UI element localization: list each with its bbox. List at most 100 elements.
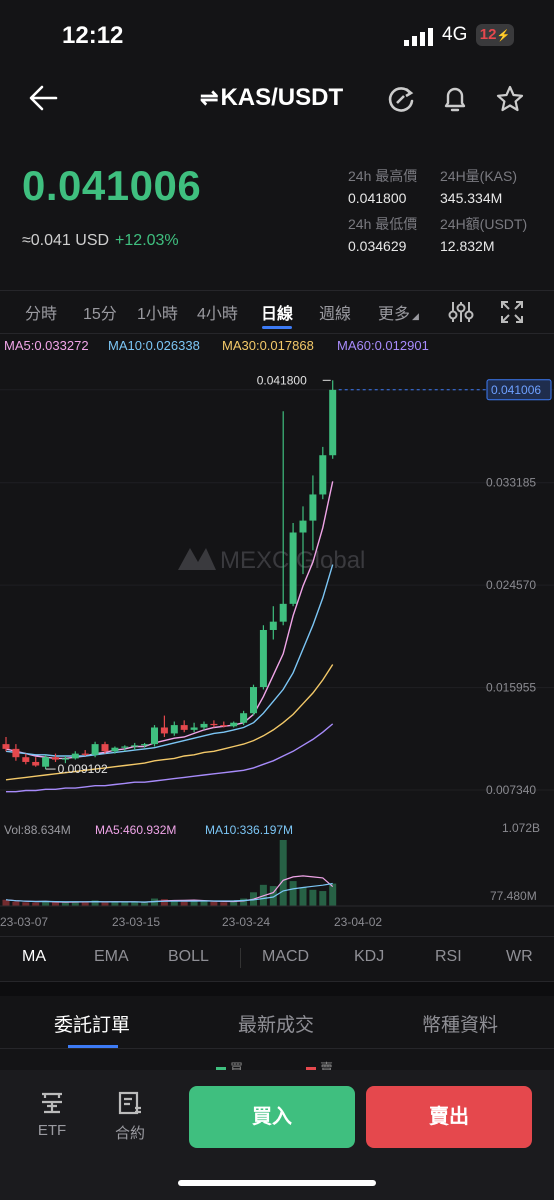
candle-body [32, 761, 40, 766]
ma10-legend: MA10:0.026338 [108, 338, 200, 353]
volume-bar [200, 901, 208, 906]
candle-body [200, 723, 208, 728]
volume-axis-max: 1.072B [502, 821, 540, 835]
candle-body [279, 603, 287, 622]
tab-more[interactable]: 更多 ◢ [378, 300, 419, 324]
volume-bar [61, 902, 69, 906]
volume-bar [111, 902, 119, 906]
pair-label: KAS/USDT [220, 84, 344, 111]
date-label: 23-03-24 [222, 915, 270, 929]
volume-bar [32, 902, 40, 906]
contract-button[interactable]: 合約 [100, 1090, 160, 1143]
status-time: 12:12 [62, 22, 124, 49]
volume-bar [121, 902, 129, 906]
date-label: 23-03-07 [0, 915, 48, 929]
tab-daily[interactable]: 日線 [261, 306, 294, 323]
price-axis-label: 0.015955 [486, 681, 536, 695]
indicator-tabs [0, 936, 554, 982]
section-gap [0, 982, 554, 996]
high-value: 0.041800 [348, 190, 407, 206]
volume-bar [170, 900, 178, 906]
volume-ma5-legend: MA5:460.932M [95, 823, 176, 837]
tab-ma[interactable]: MA [22, 948, 46, 965]
volume-bar [101, 902, 109, 906]
last-price: 0.041006 [22, 162, 202, 209]
tab-weekly[interactable]: 週線 [319, 306, 352, 323]
ma30-legend: MA30:0.017868 [222, 338, 314, 353]
volume-bar [52, 902, 59, 906]
volume-bar [151, 898, 158, 906]
volume-bar [180, 901, 188, 906]
amount-label: 24H額(USDT) [440, 216, 528, 232]
sell-button[interactable]: 賣出 [366, 1086, 532, 1148]
volume-bar [71, 901, 79, 906]
tab-4h[interactable]: 4小時 [197, 306, 238, 323]
candle-body [91, 744, 99, 755]
tab-ema[interactable]: EMA [94, 948, 129, 965]
tab-kdj[interactable]: KDJ [354, 948, 385, 965]
volume-bar [299, 887, 307, 906]
price-change: +12.03% [115, 232, 179, 249]
timeframe-tabs [0, 290, 554, 334]
ma5-line [5, 481, 334, 760]
fullscreen-icon[interactable] [500, 300, 524, 324]
tab-latest-trades[interactable]: 最新成交 [238, 1015, 315, 1036]
candle-body [81, 753, 89, 755]
ma60-legend: MA60:0.012901 [337, 338, 429, 353]
price-usd: ≈0.041 USD +12.03% [22, 232, 179, 250]
tab-timeshare[interactable]: 分時 [25, 306, 58, 323]
volume-bar [190, 901, 198, 906]
amount-value: 12.832M [440, 238, 495, 254]
bell-icon[interactable] [440, 84, 470, 114]
candle-body [61, 758, 69, 760]
volume-bar [12, 901, 20, 906]
tab-wr[interactable]: WR [506, 948, 533, 965]
candle-body [230, 722, 238, 727]
volume-bar [91, 900, 99, 906]
candle-body [240, 713, 248, 723]
contract-icon [118, 1091, 141, 1115]
volume-ma10-legend: MA10:336.197M [205, 823, 293, 837]
volume-bar [289, 881, 297, 906]
order-tabs [0, 996, 554, 1049]
volume-value: 345.334M [440, 190, 503, 206]
back-arrow-icon[interactable] [28, 84, 58, 112]
current-price-label: 0.041006 [491, 383, 541, 397]
etf-icon [42, 1092, 62, 1114]
candle-body [259, 629, 267, 688]
volume-bar [329, 883, 337, 906]
volume-label: 24H量(KAS) [440, 168, 518, 184]
volume-bar [22, 902, 30, 906]
tab-rsi[interactable]: RSI [435, 948, 462, 965]
ma30-line [5, 664, 334, 781]
battery-icon: 12⚡ [476, 24, 514, 46]
tab-boll[interactable]: BOLL [168, 948, 209, 965]
candle-body [151, 727, 158, 745]
candlestick-chart[interactable]: MEXC Global0.0418000.0091020.0410060.033… [0, 355, 554, 935]
date-label: 23-03-15 [112, 915, 160, 929]
tab-1h[interactable]: 1小時 [137, 306, 178, 323]
divider [240, 948, 241, 968]
volume-bar [210, 901, 218, 906]
tab-coin-info[interactable]: 幣種資料 [422, 1015, 499, 1036]
tab-macd[interactable]: MACD [262, 948, 310, 965]
candle-body [289, 532, 297, 604]
trading-pair-title[interactable]: ⇌KAS/USDT [200, 84, 343, 112]
tab-15m[interactable]: 15分 [83, 306, 117, 323]
volume-bar [81, 902, 89, 906]
refresh-icon[interactable] [386, 84, 416, 114]
contract-label: 合約 [114, 1125, 145, 1142]
indicator-settings-icon[interactable] [448, 300, 474, 324]
price-axis-label: 0.024570 [486, 578, 536, 592]
tab-open-orders[interactable]: 委託訂單 [54, 1015, 131, 1036]
candle-body [22, 757, 30, 762]
ma10-line [5, 564, 334, 757]
etf-button[interactable]: ETF [22, 1090, 82, 1139]
watermark-logo [178, 548, 216, 570]
high-label: 24h 最高價 [348, 168, 418, 184]
star-icon[interactable] [495, 84, 525, 114]
date-label: 23-04-02 [334, 915, 382, 929]
buy-button[interactable]: 買入 [189, 1086, 355, 1148]
candle-body [309, 494, 317, 521]
volume-legend: Vol:88.634M [4, 823, 71, 837]
